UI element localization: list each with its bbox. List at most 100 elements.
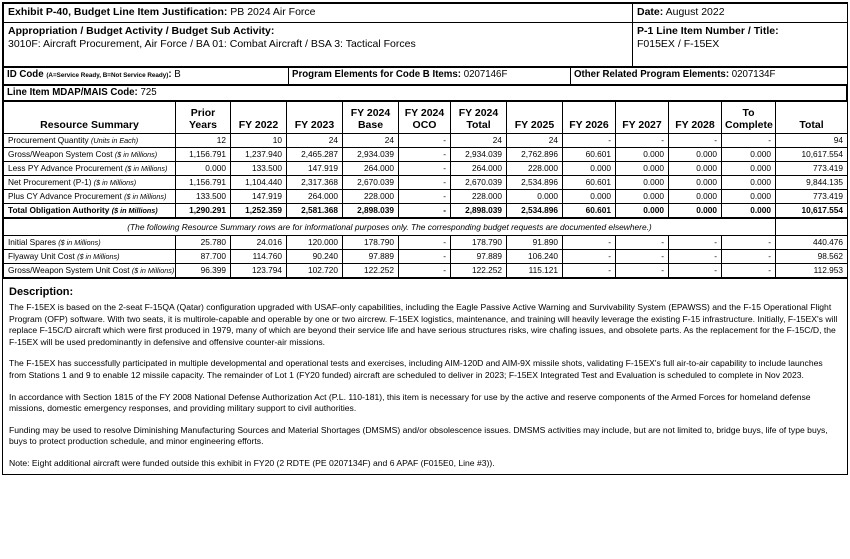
row-label: Gross/Weapon System Unit Cost ($ in Mill… [3,263,176,278]
appropriation-row: Appropriation / Budget Activity / Budget… [3,22,848,67]
col-to-complete-l2: Complete [725,119,773,131]
row-label-text: Net Procurement (P-1) [8,177,94,187]
table-row: Gross/Weapon System Cost ($ in Millions)… [3,147,848,162]
row-label: Procurement Quantity (Units in Each) [3,133,176,148]
table-cell: 1,156.791 [175,147,231,162]
table-cell: - [668,249,722,264]
row-label: Initial Spares ($ in Millions) [3,235,176,250]
col-total: Total [775,101,848,134]
table-cell: 2,534.896 [506,175,563,190]
id-code-colon: : [168,69,172,80]
table-row: Gross/Weapon System Unit Cost ($ in Mill… [3,263,848,278]
date-value: August 2022 [665,6,725,18]
appropriation-value: 3010F: Aircraft Procurement, Air Force /… [8,38,416,50]
col-prior-years-l1: Prior [190,107,216,119]
table-cell: 98.562 [775,249,848,264]
col-fy2024-total-l1: FY 2024 [458,107,499,119]
table-cell: 123.794 [230,263,287,278]
exhibit-date-row: Exhibit P-40, Budget Line Item Justifica… [3,3,848,23]
row-label-units: ($ in Millions) [58,238,101,247]
table-cell: - [668,263,722,278]
table-row: Initial Spares ($ in Millions) 25.780 24.0… [3,235,848,250]
table-cell: 97.889 [342,249,399,264]
other-program-elements-label: Other Related Program Elements: [574,69,730,80]
other-program-elements-value: 0207134F [731,69,776,80]
table-cell: 0.000 [562,189,616,204]
row-label: Less PY Advance Procurement ($ in Millio… [3,161,176,176]
table-cell: 264.000 [342,161,399,176]
mdap-cell: Line Item MDAP/MAIS Code: 725 [3,84,847,101]
table-cell: 25.780 [175,235,231,250]
table-cell: - [668,133,722,148]
table-cell: 0.000 [615,147,669,162]
row-label-text: Plus CY Advance Procurement [8,191,125,201]
table-cell: 0.000 [668,189,722,204]
program-elements-cell: Program Elements for Code B Items: 02071… [288,67,571,85]
resource-summary-table: Resource Summary Prior Years FY 2022 FY … [3,101,848,278]
col-fy2024-oco: FY 2024 OCO [398,101,451,134]
col-prior-years-l2: Years [188,119,218,131]
table-cell: 24.016 [230,235,287,250]
table-cell: 0.000 [562,161,616,176]
row-label-units: ($ in Millions) [111,206,158,215]
table-cell: - [398,203,451,219]
description-paragraph: Note: Eight additional aircraft were fun… [9,457,495,468]
table-cell: 2,670.039 [450,175,507,190]
id-code-cell: ID Code (A=Service Ready, B=Not Service … [3,67,289,85]
date-cell: Date: August 2022 [632,3,848,23]
table-cell: 440.476 [775,235,848,250]
code-table: ID Code (A=Service Ready, B=Not Service … [3,67,848,85]
description-section: Description: The F-15EX is based on the … [3,278,847,474]
table-cell: 228.000 [506,161,563,176]
table-cell: 87.700 [175,249,231,264]
description-paragraph: The F-15EX is based on the 2-seat F-15QA… [9,302,838,347]
table-cell: 120.000 [286,235,343,250]
table-cell: 2,898.039 [450,203,507,219]
table-cell: 0.000 [615,189,669,204]
table-cell: 114.760 [230,249,287,264]
id-code-note: (A=Service Ready, B=Not Service Ready) [46,72,169,79]
row-label-text: Total Obligation Authority [8,205,112,215]
table-cell: 2,317.368 [286,175,343,190]
table-cell: 90.240 [286,249,343,264]
table-cell: 0.000 [668,175,722,190]
p1-line-item-value: F015EX / F-15EX [637,38,720,50]
table-cell: 264.000 [286,189,343,204]
table-cell: - [562,133,616,148]
table-cell: 2,898.039 [342,203,399,219]
col-prior-years: Prior Years [175,101,231,134]
row-label-text: Gross/Weapon System Unit Cost [8,265,132,275]
identification-table: Exhibit P-40, Budget Line Item Justifica… [3,3,848,67]
appropriation-label: Appropriation / Budget Activity / Budget… [8,25,275,37]
row-label: Total Obligation Authority ($ in Million… [3,203,176,219]
table-cell: 133.500 [175,189,231,204]
column-header-row: Resource Summary Prior Years FY 2022 FY … [3,101,848,134]
informational-note: (The following Resource Summary rows are… [3,217,776,236]
col-fy2024-base-l2: Base [357,119,384,131]
table-cell: 178.790 [342,235,399,250]
table-cell: 2,534.896 [506,203,563,219]
description-paragraph: Funding may be used to resolve Diminishi… [9,424,828,447]
resource-summary-head: Resource Summary Prior Years FY 2022 FY … [3,101,848,134]
table-cell: - [398,235,451,250]
table-row: Procurement Quantity (Units in Each) 12 10… [3,133,848,148]
row-label-units: ($ in Millions) [125,164,168,173]
table-row: Net Procurement (P-1) ($ in Millions) 1,1… [3,175,848,190]
p1-line-item-cell: P-1 Line Item Number / Title: F015EX / F… [632,22,848,67]
table-cell: 1,237.940 [230,147,287,162]
table-cell: 1,290.291 [175,203,231,219]
table-cell: - [615,133,669,148]
table-cell: 2,934.039 [342,147,399,162]
table-cell: 0.000 [615,203,669,219]
table-cell: 97.889 [450,249,507,264]
table-cell: - [398,175,451,190]
table-cell: - [562,263,616,278]
table-cell: - [398,147,451,162]
col-fy2023: FY 2023 [286,101,343,134]
table-cell: - [721,235,776,250]
table-cell: 112.953 [775,263,848,278]
table-cell: 147.919 [230,189,287,204]
table-row: Less PY Advance Procurement ($ in Millio… [3,161,848,176]
table-cell: 94 [775,133,848,148]
row-label-units: ($ in Millions) [124,192,167,201]
